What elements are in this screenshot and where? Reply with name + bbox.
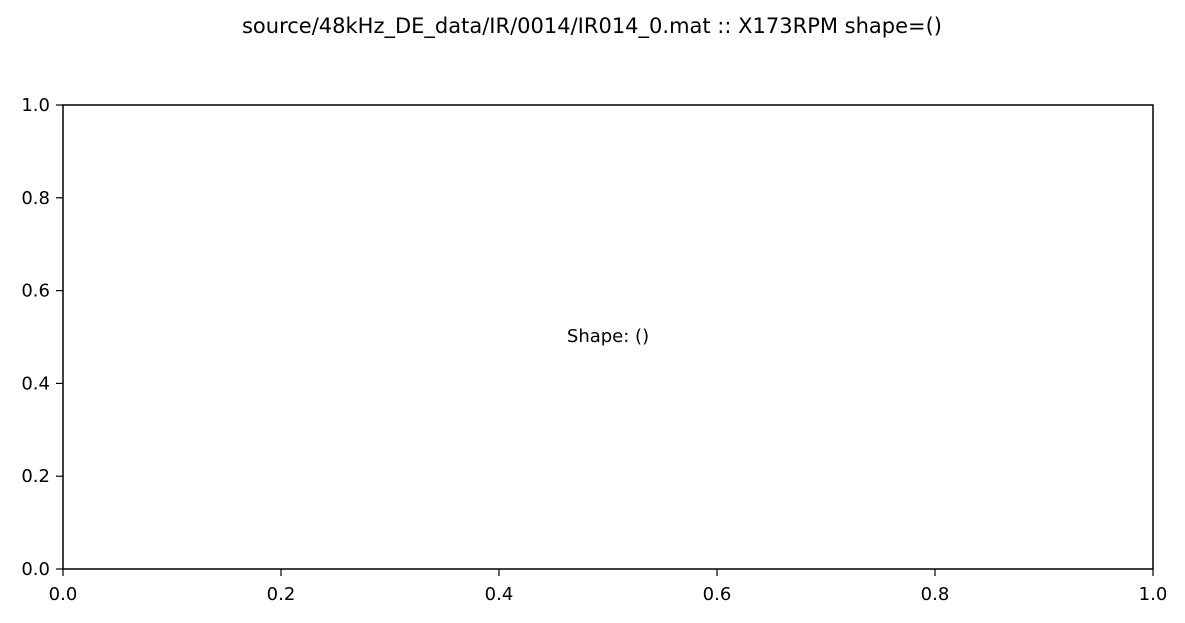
shape-annotation: Shape: () (567, 326, 649, 347)
y-tick-label: 1.0 (21, 95, 50, 116)
plot-area (63, 105, 1153, 569)
x-tick-label: 0.8 (921, 584, 950, 605)
x-axis-ticks: 0.0 0.2 0.4 0.6 0.8 1.0 (49, 569, 1168, 605)
y-axis-ticks: 0.0 0.2 0.4 0.6 0.8 1.0 (21, 95, 63, 580)
axes-frame (62, 104, 1154, 570)
y-tick-label: 0.4 (21, 373, 50, 394)
y-tick-label: 0.8 (21, 188, 50, 209)
y-tick-label: 0.0 (21, 559, 50, 580)
y-tick-label: 0.2 (21, 466, 50, 487)
x-tick-label: 0.4 (485, 584, 514, 605)
x-tick-label: 0.6 (703, 584, 732, 605)
y-tick-label: 0.6 (21, 281, 50, 302)
x-tick-label: 0.2 (267, 584, 296, 605)
x-tick-label: 0.0 (49, 584, 78, 605)
x-tick-label: 1.0 (1139, 584, 1168, 605)
chart-title: source/48kHz_DE_data/IR/0014/IR014_0.mat… (242, 14, 942, 39)
